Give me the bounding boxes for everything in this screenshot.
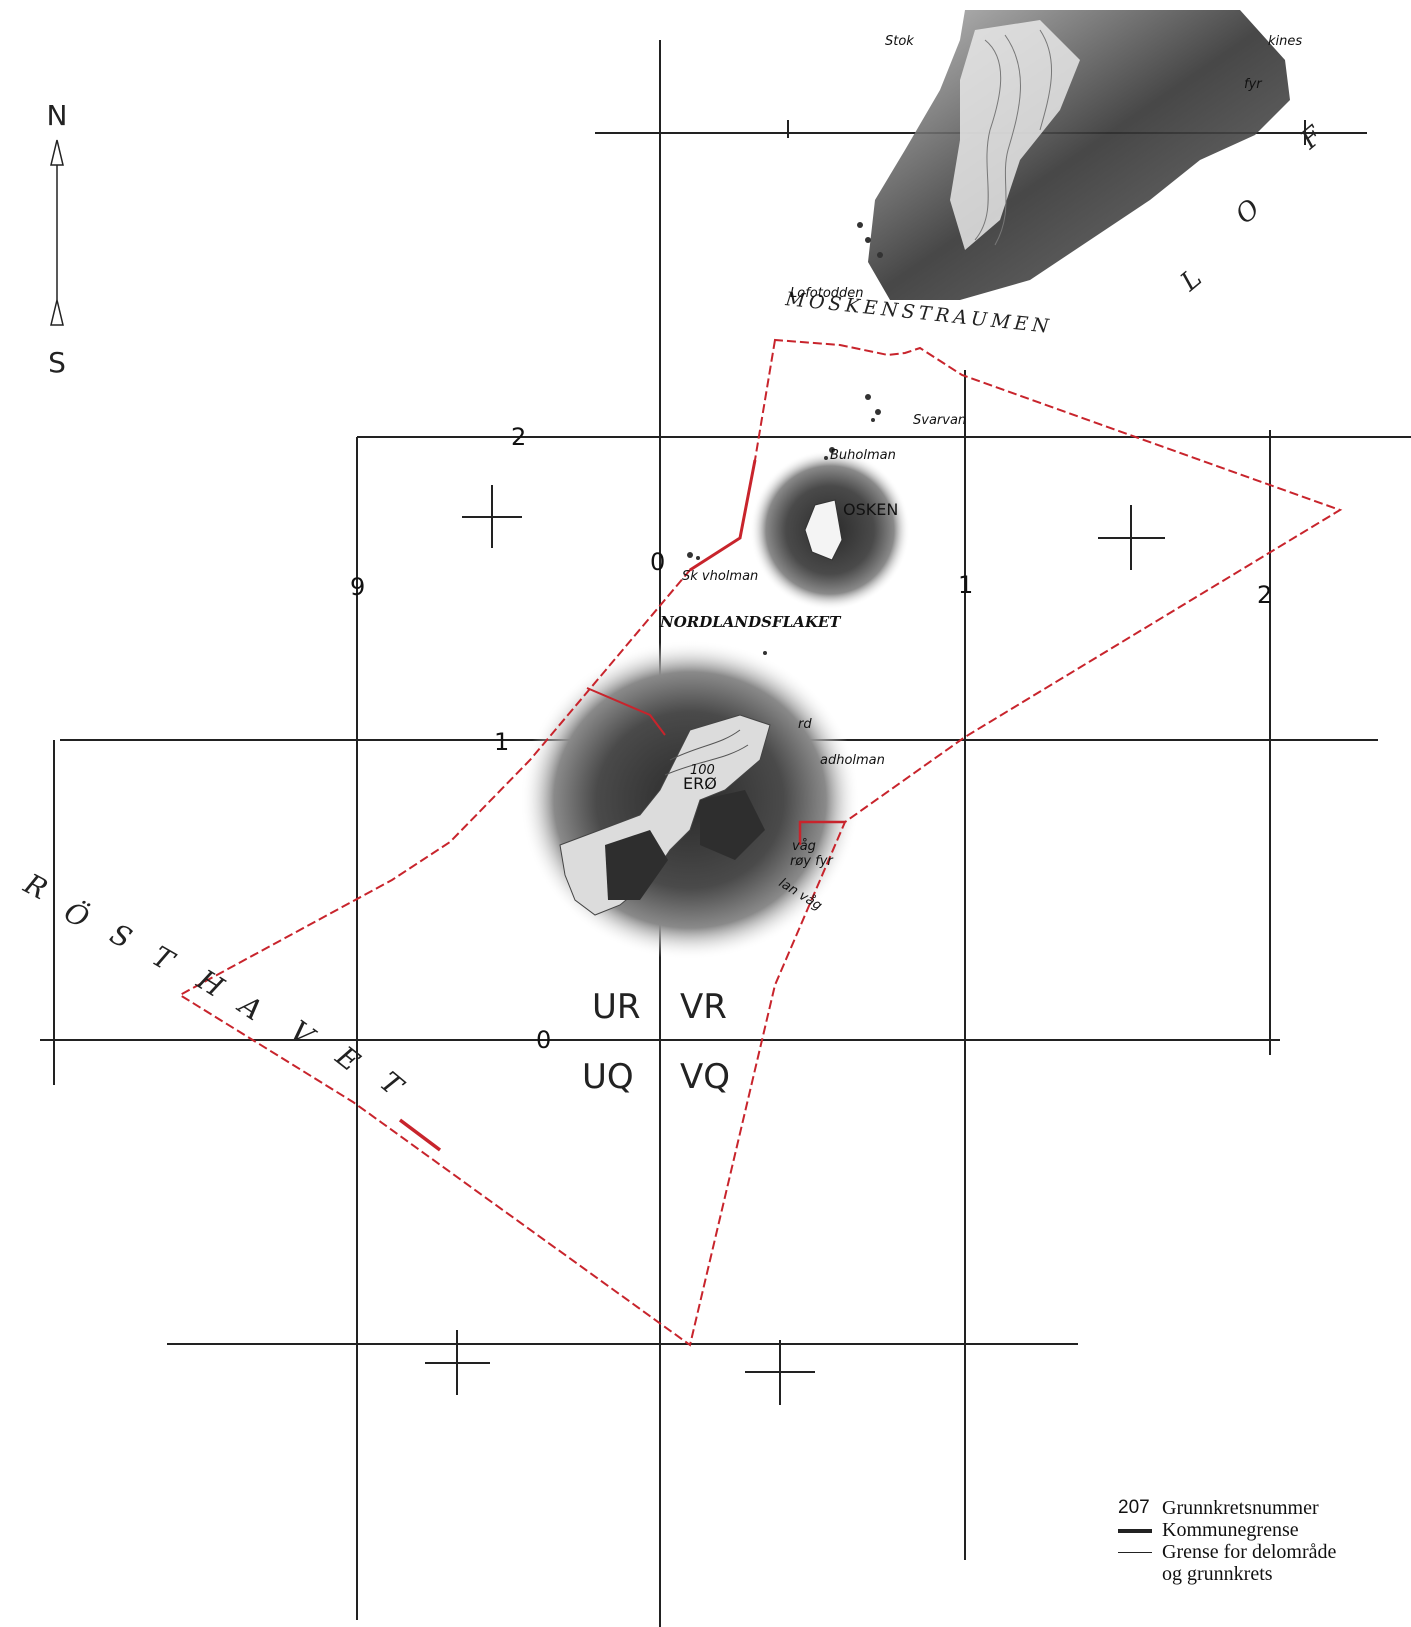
- legend-row-number: 207 Grunnkretsnummer: [1118, 1497, 1408, 1519]
- lofoten-letter: L: [1174, 263, 1207, 298]
- islets: [687, 222, 883, 655]
- rosthavet-letter: V: [284, 1014, 322, 1054]
- square-ur: UR: [592, 987, 641, 1027]
- sea-name-nordlandsflaket: NORDLANDSFLAKET: [659, 613, 842, 631]
- municipal-boundary: [178, 338, 1343, 1347]
- place-buholman: Buholman: [830, 448, 896, 463]
- rosthavet-letter: T: [147, 939, 182, 978]
- contour-label-100: 100: [690, 763, 715, 778]
- rosthavet-letter: H: [190, 962, 230, 1004]
- place-fyr-top: fyr: [1244, 77, 1263, 92]
- grid-number-labels: 2 9 0 1 1 2 0: [350, 423, 1272, 1054]
- mosken-island: [750, 450, 910, 610]
- place-mosken: OSKEN: [843, 500, 898, 519]
- grid-crosses: [425, 485, 1165, 1405]
- square-vr: VR: [680, 987, 727, 1027]
- square-vq: VQ: [680, 1057, 730, 1097]
- rosthavet-letter: Ö: [59, 894, 95, 935]
- place-rd: rd: [798, 717, 812, 732]
- lofoten-letter: F: [1294, 120, 1329, 156]
- rosthavet-letter: T: [374, 1065, 411, 1104]
- sea-name-rosthavet: R Ö S T H A V E T: [18, 867, 411, 1104]
- grid-label-top-2: 2: [511, 423, 526, 451]
- rosthavet-letter: A: [231, 987, 269, 1027]
- place-svarvan: Svarvan: [913, 413, 966, 428]
- compass-south-label: S: [48, 346, 66, 379]
- legend-label: Grunnkretsnummer: [1162, 1497, 1319, 1519]
- thick-line-icon: [1118, 1529, 1152, 1533]
- place-vaero: ERØ: [683, 774, 717, 793]
- square-uq: UQ: [582, 1057, 634, 1097]
- legend-row-subarea-cont: og grunnkrets: [1118, 1563, 1408, 1585]
- place-kines: kines: [1268, 34, 1302, 49]
- legend-label: Kommunegrense: [1162, 1519, 1299, 1541]
- place-vag: våg: [792, 839, 816, 854]
- place-adholman: adholman: [820, 753, 885, 768]
- compass: N S: [47, 99, 68, 379]
- grid-square-labels: UR VR UQ VQ: [582, 987, 730, 1097]
- place-vaeroy-fyr: røy fyr: [790, 854, 834, 869]
- legend-number: 207: [1118, 1497, 1150, 1518]
- grid-label-left-9: 9: [350, 573, 365, 601]
- thin-line-icon: [1118, 1552, 1152, 1553]
- place-lofotodden: Lofotodden: [790, 286, 864, 301]
- grid-label-mid-1: 1: [958, 571, 973, 599]
- map-legend: 207 Grunnkretsnummer Kommunegrense Grens…: [1118, 1497, 1408, 1585]
- legend-row-subarea: Grense for delområde: [1118, 1541, 1408, 1563]
- north-arrow-icon: [50, 139, 64, 166]
- grid-label-left-1: 1: [494, 728, 509, 756]
- place-skarvholman: Sk vholman: [682, 569, 758, 584]
- rosthavet-letter: E: [329, 1039, 366, 1078]
- legend-row-municipal: Kommunegrense: [1118, 1519, 1408, 1541]
- south-arrow-icon: [50, 299, 64, 326]
- legend-label: Grense for delområde: [1162, 1541, 1337, 1563]
- place-stok: Stok: [885, 34, 914, 49]
- lofoten-terrain: [868, 10, 1290, 300]
- grid-label-bottom-0: 0: [536, 1026, 551, 1054]
- grid-label-mid-0: 0: [650, 548, 665, 576]
- grid-label-right-2: 2: [1257, 581, 1272, 609]
- legend-label: og grunnkrets: [1162, 1563, 1273, 1585]
- rosthavet-letter: R: [18, 867, 53, 907]
- rosthavet-letter: S: [105, 917, 137, 955]
- compass-north-label: N: [47, 99, 68, 132]
- lofoten-letter: O: [1230, 194, 1266, 231]
- vaeroy-island: [520, 640, 860, 960]
